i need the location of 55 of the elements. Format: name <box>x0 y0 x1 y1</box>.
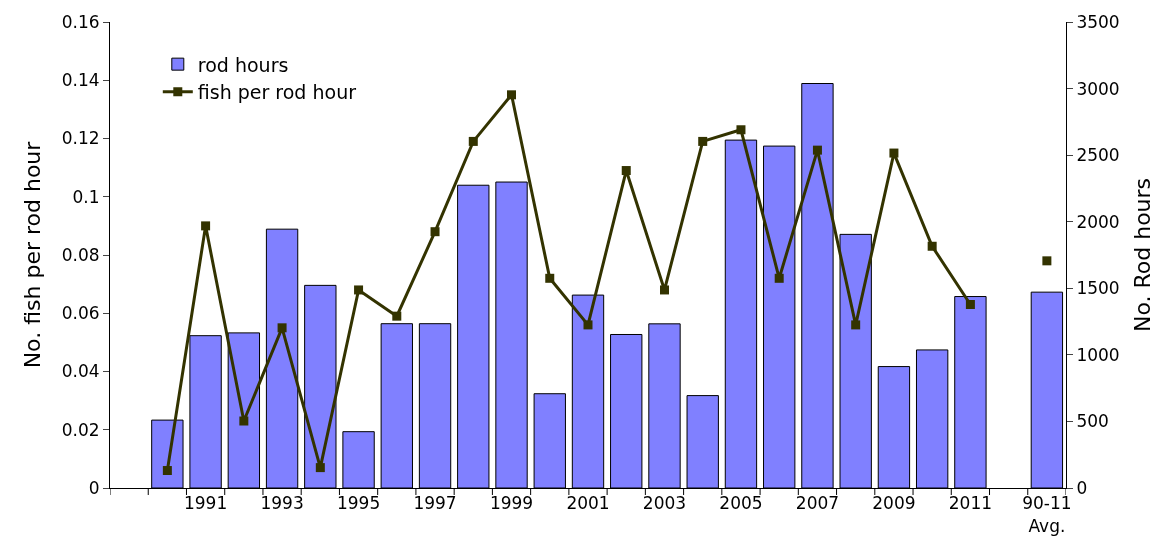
x-tick-label: 2003 <box>642 493 687 514</box>
y2-tick-label: 3500 <box>1076 11 1120 32</box>
point <box>812 145 822 155</box>
x-tick-label: 90-11 Avg. <box>1022 493 1072 536</box>
point <box>201 221 211 231</box>
legend-label: fish per rod hour <box>197 81 357 104</box>
point <box>162 466 172 476</box>
y-tick-label: 0.1 <box>72 186 100 207</box>
y2-tick-label: 3000 <box>1076 78 1120 99</box>
y-tick-label: 0 <box>88 477 100 498</box>
point <box>736 125 746 135</box>
y-tick-label: 0.06 <box>61 303 100 324</box>
y2-tick-label: 0 <box>1076 477 1088 498</box>
point <box>965 300 975 310</box>
point <box>774 273 784 283</box>
x-tick-label: 2005 <box>719 493 763 514</box>
y-tick-label: 0.12 <box>61 128 100 149</box>
y2-axis-title: No. Rod hours <box>1129 177 1155 333</box>
legend-label: rod hours <box>197 53 289 76</box>
y2-tick-label: 500 <box>1076 411 1109 432</box>
x-tick-label: 1997 <box>413 493 457 514</box>
y2-tick-label: 2500 <box>1076 145 1120 166</box>
point <box>583 320 593 330</box>
point <box>430 227 440 237</box>
point <box>315 463 325 473</box>
point <box>698 136 708 146</box>
point <box>621 166 631 176</box>
point <box>277 323 287 333</box>
x-tick-label: 1995 <box>336 493 381 514</box>
x-tick-label: 1991 <box>183 493 228 514</box>
y-axis-title: No. fish per rod hour <box>19 140 45 369</box>
x-tick-label: 2007 <box>795 493 840 514</box>
x-tick-label: 2011 <box>948 493 993 514</box>
y-tick-label: 0.08 <box>61 244 100 265</box>
y2-tick-label: 1500 <box>1076 278 1120 299</box>
point <box>889 148 899 158</box>
point <box>927 241 937 251</box>
point <box>659 285 669 295</box>
point <box>239 416 249 426</box>
x-tick-label: 2001 <box>566 493 610 514</box>
x-tick-label: 1999 <box>489 493 534 514</box>
y-tick-label: 0.02 <box>61 419 100 440</box>
point <box>354 285 364 295</box>
point <box>468 136 478 146</box>
y-tick-label: 0.14 <box>61 70 100 91</box>
x-tick-label: 1993 <box>260 493 304 514</box>
y-tick-label: 0.16 <box>61 11 100 32</box>
y2-tick-label: 1000 <box>1076 344 1120 365</box>
x-tick-label: 2009 <box>872 493 916 514</box>
y-tick-label: 0.04 <box>61 361 100 382</box>
point <box>507 90 517 100</box>
point <box>851 320 861 330</box>
point <box>392 311 402 321</box>
point <box>545 273 555 283</box>
y2-tick-label: 2000 <box>1076 211 1120 232</box>
